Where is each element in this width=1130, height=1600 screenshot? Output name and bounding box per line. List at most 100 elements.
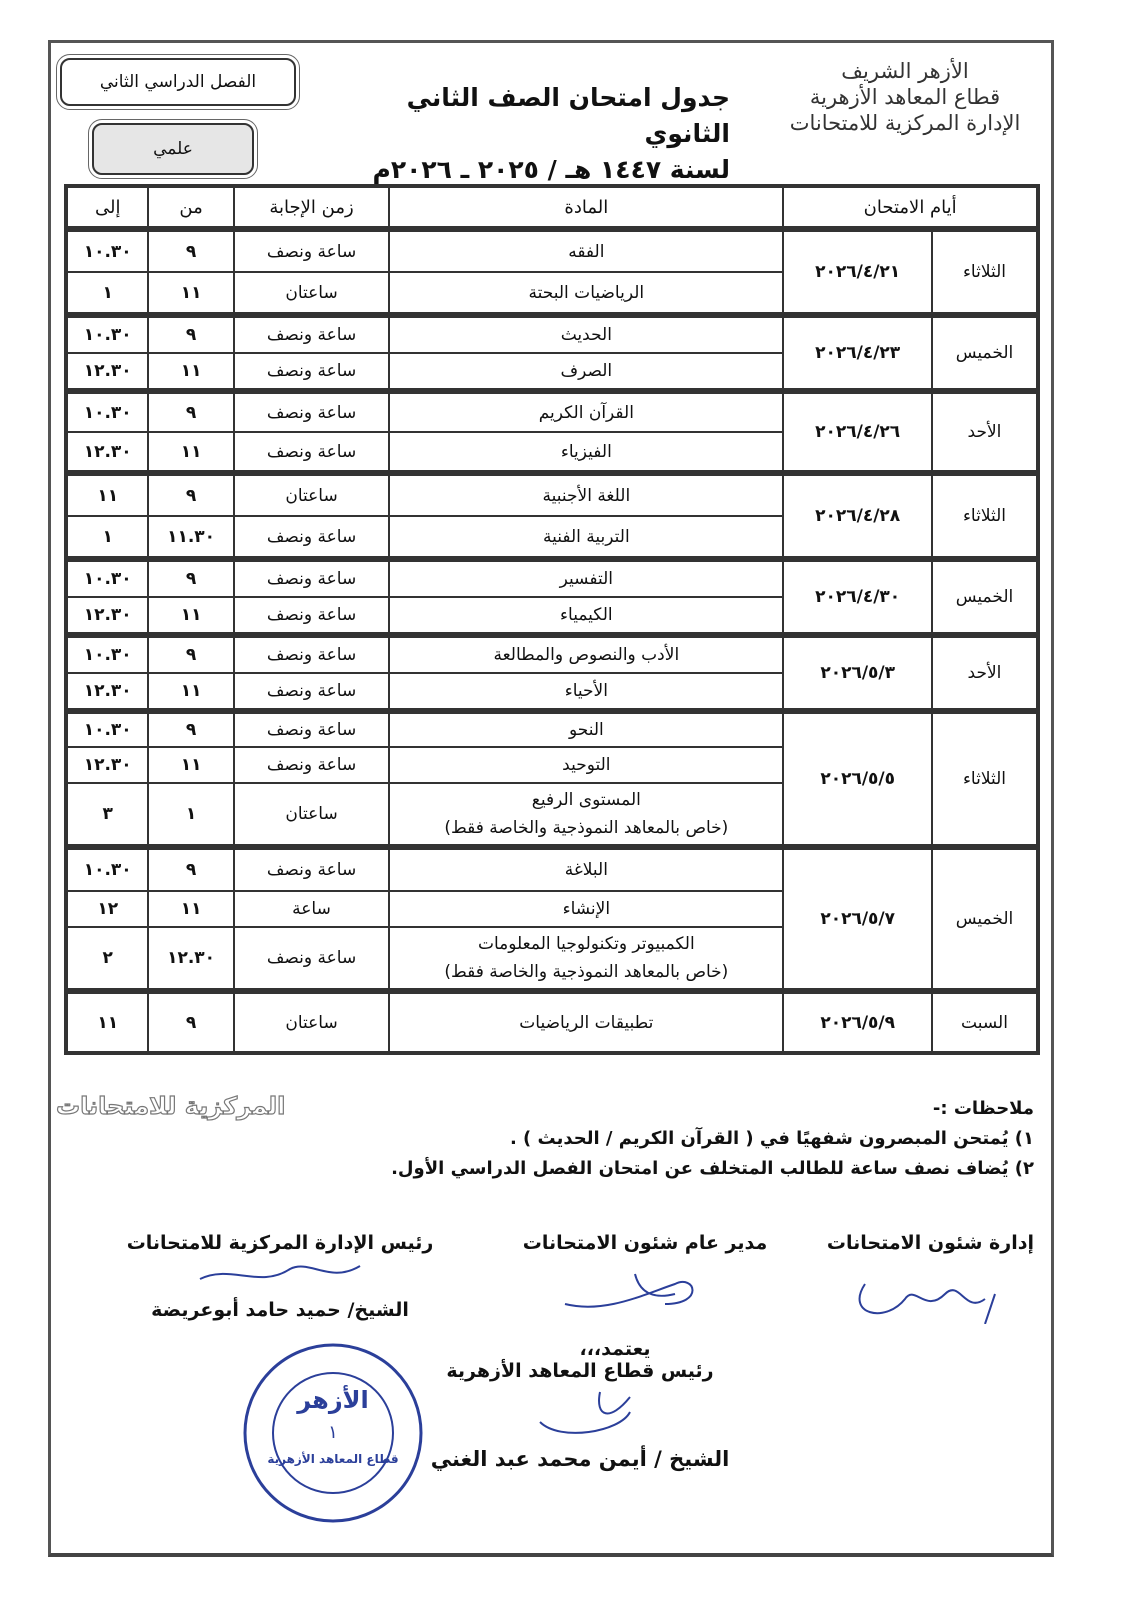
subject-note: (خاص بالمعاهد النموذجية والخاصة فقط) [444,818,729,838]
duration: ساعتان [232,271,391,316]
start-time: ٩ [147,226,235,273]
end-time: ١٠.٣٠ [64,632,150,674]
duration: ساعة ونصف [232,312,391,354]
end-time: ١٠.٣٠ [64,226,150,273]
table-row: الصرف ساعة ونصف ١١ ١٢.٣٠ [64,352,1038,392]
signature-title: إدارة شئون الامتحانات [826,1232,1034,1254]
duration: ساعة ونصف [232,672,391,712]
table-row: السبت ٢٠٢٦/٥/٩ تطبيقات الرياضيات ساعتان ٩ ١١ [64,988,1040,1054]
end-time: ١١ [64,988,150,1054]
start-time: ١١ [147,672,235,712]
table-header: أيام الامتحان المادة زمن الإجابة من إلى [64,185,1039,230]
end-time: ١٢.٣٠ [64,746,150,784]
duration: ساعة ونصف [232,596,391,636]
col-subject: المادة [388,185,785,230]
end-time: ١ [64,271,150,316]
exam-day: الثلاثاء [930,226,1040,316]
notes-heading: ملاحظات :- [932,1098,1034,1119]
subject: تطبيقات الرياضيات [388,988,785,1054]
duration: ساعة ونصف [232,515,391,560]
duration: ساعتان [232,782,391,848]
end-time: ٢ [64,926,150,992]
exam-date: ٢٠٢٦/٤/٢٨ [782,470,933,560]
exam-date: ٢٠٢٦/٥/٥ [782,708,933,848]
table-row: التوحيد ساعة ونصف ١١ ١٢.٣٠ [64,746,1038,784]
start-time: ١٢.٣٠ [147,926,235,992]
subject: الرياضيات البحتة [388,271,785,316]
subject-name: الفيزياء [560,441,612,462]
start-time: ٩ [147,556,235,598]
start-time: ٩ [147,988,235,1054]
duration: ساعة ونصف [232,746,391,784]
start-time: ٩ [147,632,235,674]
duration: ساعة ونصف [232,431,391,474]
duration: ساعتان [232,470,391,517]
subject-name: القرآن الكريم [538,402,634,423]
signature-exams-affairs: إدارة شئون الامتحانات [827,1232,1034,1329]
start-time: ١١ [147,271,235,316]
azhar-logo: الأزهر الشريف قطاع المعاهد الأزهرية الإد… [770,58,1040,136]
duration: ساعة ونصف [232,556,391,598]
signature-central-head: رئيس الإدارة المركزية للامتحانات الشيخ/ … [110,1232,450,1321]
subject-name: التربية الفنية [543,526,630,547]
subject-name: التوحيد [562,755,611,775]
end-time: ١٢.٣٠ [64,596,150,636]
note-item: ٢) يُضاف نصف ساعة للطالب المتخلف عن امتح… [391,1158,1034,1179]
subject: القرآن الكريم [388,388,785,433]
duration: ساعة ونصف [232,844,391,892]
subject-name: الكمبيوتر وتكنولوجيا المعلومات [477,934,695,954]
table-row: الثلاثاء ٢٠٢٦/٤/٢٨ اللغة الأجنبية ساعتان ٩ ١١ [64,470,1040,560]
watermark: المركزية للامتحانات [55,1091,286,1120]
exam-date: ٢٠٢٦/٥/٧ [782,844,933,992]
subject-name: الصرف [560,361,613,381]
page-frame [48,40,1054,1557]
duration: ساعتان [232,988,391,1054]
svg-text:قطاع المعاهد الأزهرية: قطاع المعاهد الأزهرية [267,1451,398,1466]
end-time: ١ [64,515,150,560]
start-time: ١١ [147,431,235,474]
exam-day: الأحد [930,388,1040,474]
subject-name: المستوى الرفيع [531,790,641,810]
duration: ساعة ونصف [232,926,391,992]
subject-name: الحديث [560,325,612,345]
subject: الكيمياء [388,596,785,636]
signatory-name: الشيخ/ حميد حامد أبوعريضة [151,1299,409,1321]
start-time: ١١.٣٠ [147,515,235,560]
subject-name: الفقه [568,241,605,262]
exam-date: ٢٠٢٦/٤/٢١ [782,226,933,316]
title-text: جدول امتحان الصف الثاني الثانوي [406,83,730,148]
subject: التفسير [388,556,785,598]
handwritten-signature [564,1273,694,1308]
subject: اللغة الأجنبية [388,470,785,517]
start-time: ٩ [147,844,235,892]
start-time: ١١ [147,746,235,784]
exam-schedule-table: أيام الامتحان المادة زمن الإجابة من إلى … [64,184,1040,1055]
end-time: ١٢.٣٠ [64,352,150,392]
table-row: المستوى الرفيع (خاص بالمعاهد النموذجية وا… [64,782,1038,848]
end-time: ١٠.٣٠ [64,312,150,354]
duration: ساعة ونصف [232,708,391,748]
signature-title: مدير عام شئون الامتحانات [522,1232,768,1254]
exam-day: الخميس [930,556,1040,636]
end-time: ١١ [64,470,150,517]
end-time: ١٠.٣٠ [64,844,150,892]
col-duration: زمن الإجابة [232,185,391,230]
start-time: ٩ [147,388,235,433]
table-row: الفيزياء ساعة ونصف ١١ ١٢.٣٠ [64,431,1038,474]
duration: ساعة ونصف [232,388,391,433]
exam-date: ٢٠٢٦/٥/٩ [782,988,933,1054]
table-row: الإنشاء ساعة ١١ ١٢ [64,890,1038,928]
table-row: الثلاثاء ٢٠٢٦/٥/٥ النحو ساعة ونصف ٩ ١٠.٣٠ [64,708,1040,848]
exam-date: ٢٠٢٦/٥/٣ [782,632,933,712]
col-days: أيام الامتحان [782,185,1039,230]
logo-line: الإدارة المركزية للامتحانات [789,111,1021,135]
subject-name: النحو [568,720,604,740]
table-row: الأحد ٢٠٢٦/٥/٣ الأدب والنصوص والمطالعة ساعة… [64,632,1040,712]
duration: ساعة ونصف [232,632,391,674]
page-title: جدول امتحان الصف الثاني الثانوي لسنة ١٤٤… [330,80,730,188]
subject-note: (خاص بالمعاهد النموذجية والخاصة فقط) [444,962,729,982]
subject: الإنشاء [388,890,785,928]
end-time: ١٠.٣٠ [64,556,150,598]
subject-name: تطبيقات الرياضيات [519,1012,654,1033]
notes: ملاحظات :- ١) يُمتحن المبصرون شفهيًا في … [391,1094,1034,1184]
